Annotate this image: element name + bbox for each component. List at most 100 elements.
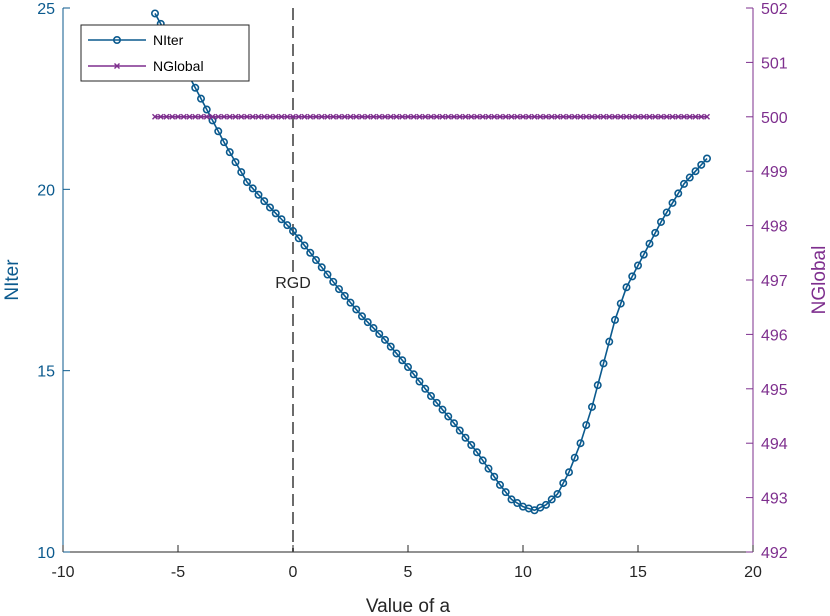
niter-point: [559, 479, 568, 488]
niter-point: [294, 234, 303, 243]
niter-point: [490, 472, 499, 481]
x-marker-stroke: [433, 113, 440, 120]
legend-marker-niter: [113, 35, 122, 44]
x-marker-stroke: [198, 113, 204, 120]
niter-point: [651, 228, 660, 237]
y-axis-right-label: NGlobal: [809, 246, 830, 315]
y-right-tick-label: 500: [761, 110, 788, 127]
niter-point: [610, 315, 619, 324]
niter-point: [662, 208, 671, 217]
niter-point: [702, 154, 711, 163]
nglobal-point: [272, 113, 279, 120]
x-marker-stroke: [658, 113, 664, 120]
x-marker-stroke: [290, 113, 296, 120]
x-marker-stroke: [640, 113, 647, 120]
x-marker-stroke: [353, 113, 360, 120]
x-marker-stroke: [301, 113, 308, 120]
y-axis-left-label: NIter: [2, 259, 23, 301]
niter-point: [403, 363, 412, 372]
x-marker-stroke: [295, 113, 302, 120]
nglobal-point: [669, 113, 676, 120]
nglobal-point: [330, 113, 337, 120]
nglobal-point: [376, 113, 383, 120]
nglobal-point: [681, 113, 687, 120]
x-marker-stroke: [497, 113, 503, 120]
niter-point: [357, 312, 366, 321]
niter-point: [392, 349, 401, 358]
nglobal-point: [226, 113, 233, 120]
x-marker-stroke: [623, 113, 630, 120]
nglobal-point: [307, 113, 314, 120]
niter-point: [248, 184, 257, 193]
x-marker-stroke: [681, 113, 687, 120]
x-marker-stroke: [606, 113, 613, 120]
nglobal-point: [347, 113, 354, 120]
niter-point: [513, 499, 522, 508]
nglobal-point: [686, 113, 693, 120]
x-marker-stroke: [577, 113, 584, 120]
niter-point: [472, 448, 481, 457]
x-marker-stroke: [428, 113, 434, 120]
nglobal-point: [468, 113, 475, 120]
niter-point: [628, 272, 637, 281]
niter-point: [455, 426, 464, 435]
x-marker-stroke: [663, 113, 670, 120]
legend-label-niter: NIter: [153, 32, 184, 48]
x-marker-stroke: [347, 113, 354, 120]
x-tick-label: 10: [514, 564, 532, 581]
nglobal-point: [387, 113, 394, 120]
nglobal-point: [560, 113, 567, 120]
niter-point: [593, 381, 602, 390]
niter-point: [243, 178, 252, 187]
y-right-tick-label: 495: [761, 382, 788, 399]
niter-point: [277, 215, 286, 224]
nglobal-point: [520, 113, 526, 120]
niter-point: [191, 83, 200, 92]
niter-point: [444, 412, 453, 421]
x-marker-stroke: [491, 113, 498, 120]
nglobal-point: [606, 113, 613, 120]
nglobal-point: [675, 113, 682, 120]
x-marker-stroke: [249, 113, 256, 120]
x-marker-stroke: [330, 113, 337, 120]
x-marker-stroke: [364, 113, 371, 120]
x-marker-stroke: [376, 113, 383, 120]
x-marker-stroke: [514, 113, 521, 120]
niter-point: [674, 189, 683, 198]
x-marker-stroke: [451, 113, 457, 120]
nglobal-point: [324, 113, 331, 120]
nglobal-point: [439, 113, 446, 120]
y-left-tick-label: 10: [37, 545, 55, 562]
y-left-tick-label: 20: [37, 182, 55, 199]
legend-box: [80, 24, 250, 82]
niter-point: [323, 270, 332, 279]
niter-point: [501, 488, 510, 497]
x-tick-label: 0: [289, 564, 298, 581]
x-marker-stroke: [232, 113, 239, 120]
x-marker-stroke: [543, 113, 549, 120]
niter-point: [375, 329, 384, 338]
niter-point: [260, 197, 269, 206]
niter-point: [306, 248, 315, 257]
x-marker-stroke: [410, 113, 417, 120]
legend-marker-nglobal: [114, 63, 120, 69]
x-marker-stroke: [399, 113, 406, 120]
x-marker-stroke: [226, 113, 233, 120]
x-marker-stroke: [114, 63, 120, 69]
nglobal-point: [318, 113, 325, 120]
nglobal-point: [198, 113, 204, 120]
x-marker-stroke: [692, 113, 699, 120]
nglobal-point: [594, 113, 601, 120]
niter-point: [380, 335, 389, 344]
x-marker-stroke: [405, 113, 411, 120]
x-marker-stroke: [635, 113, 641, 120]
nglobal-point: [640, 113, 647, 120]
x-marker-stroke: [600, 113, 607, 120]
x-tick-label: -5: [171, 564, 185, 581]
nglobal-point: [405, 113, 411, 120]
x-marker-stroke: [318, 113, 325, 120]
nglobal-point: [698, 113, 705, 120]
nglobal-point: [428, 113, 434, 120]
niter-point: [467, 441, 476, 450]
